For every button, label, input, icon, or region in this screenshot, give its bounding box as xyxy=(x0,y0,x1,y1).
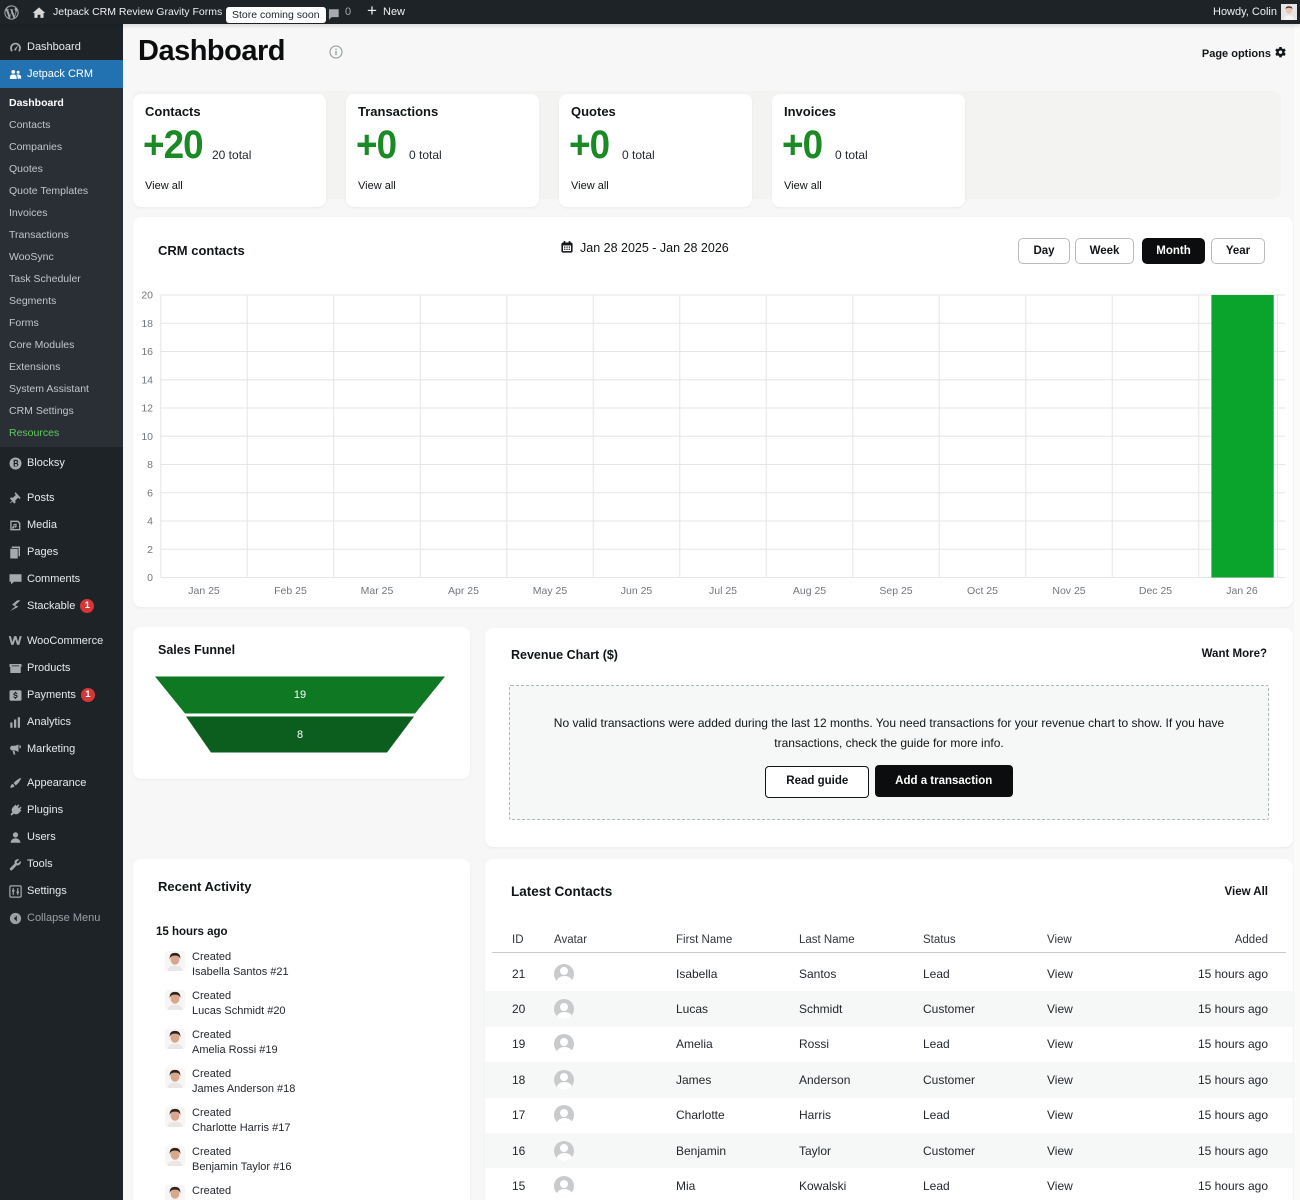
svg-text:Jun 25: Jun 25 xyxy=(621,585,653,597)
svg-text:Mar 25: Mar 25 xyxy=(361,585,394,597)
svg-text:Jan 26: Jan 26 xyxy=(1226,585,1258,597)
svg-text:Nov 25: Nov 25 xyxy=(1052,585,1085,597)
svg-text:8: 8 xyxy=(147,459,153,471)
svg-text:Feb 25: Feb 25 xyxy=(274,585,307,597)
svg-text:4: 4 xyxy=(147,516,153,528)
svg-text:10: 10 xyxy=(141,431,153,443)
svg-text:Oct 25: Oct 25 xyxy=(967,585,998,597)
svg-text:Sep 25: Sep 25 xyxy=(879,585,912,597)
svg-text:16: 16 xyxy=(141,346,153,358)
svg-text:Jul 25: Jul 25 xyxy=(709,585,737,597)
svg-text:12: 12 xyxy=(141,403,153,415)
svg-text:6: 6 xyxy=(147,487,153,499)
svg-text:2: 2 xyxy=(147,544,153,556)
svg-text:8: 8 xyxy=(297,729,303,741)
svg-text:May 25: May 25 xyxy=(533,585,568,597)
svg-text:19: 19 xyxy=(294,689,306,701)
svg-text:18: 18 xyxy=(141,318,153,330)
svg-text:Aug 25: Aug 25 xyxy=(793,585,826,597)
svg-text:Dec 25: Dec 25 xyxy=(1139,585,1172,597)
svg-text:14: 14 xyxy=(141,374,153,386)
svg-text:Jan 25: Jan 25 xyxy=(188,585,220,597)
svg-text:Apr 25: Apr 25 xyxy=(448,585,479,597)
svg-text:0: 0 xyxy=(147,572,153,584)
svg-text:20: 20 xyxy=(141,290,153,302)
